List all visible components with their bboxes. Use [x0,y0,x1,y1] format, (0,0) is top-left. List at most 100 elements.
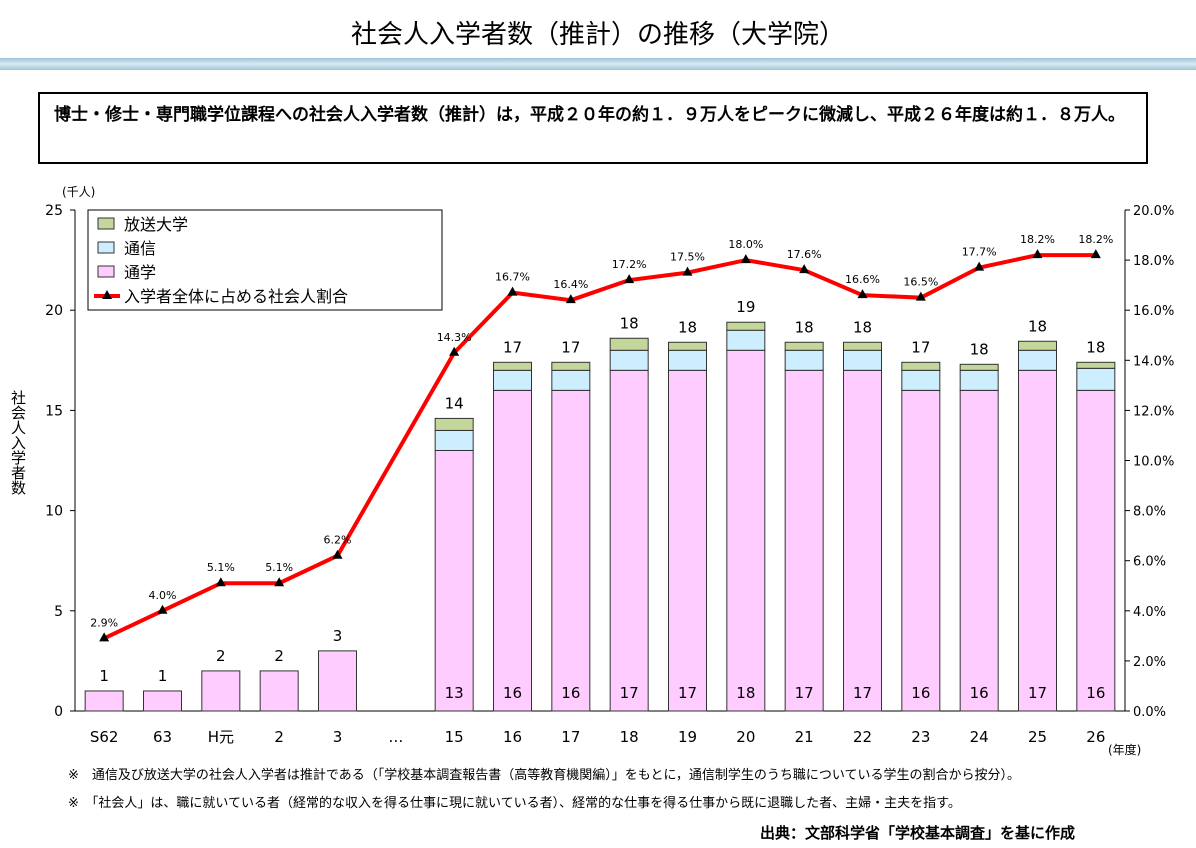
ratio-label: 16.5% [903,276,938,289]
ratio-label: 17.5% [670,251,705,264]
y2-tick-label: 16.0% [1133,304,1174,319]
page-title: 社会人入学者数（推計）の推移（大学院） [350,20,845,50]
bar-放送大学 [668,341,707,351]
x-tick-label: 3 [333,728,343,746]
bar-通学 [201,670,241,712]
x-tick-label: H元 [208,728,234,746]
bar-通信 [726,329,766,351]
x-tick-label: 23 [911,728,930,746]
legend-swatch [97,241,115,254]
ratio-point [1032,249,1043,259]
bar-通学 [668,369,707,712]
y2-tick-label: 14.0% [1133,354,1174,369]
ratio-point [99,632,110,642]
bar-通学 [259,670,299,712]
bar-total-label: 18 [678,318,697,336]
bar-放送大学 [493,361,532,371]
legend-swatch [97,217,115,230]
ratio-point [915,291,926,301]
bar-inner-label: 16 [911,684,930,702]
ratio-label: 18.0% [728,238,763,251]
y-tick-label: 5 [54,604,63,620]
y-axis-label: 社会人入学者数 [9,390,27,495]
ratio-label: 17.6% [787,248,822,261]
bar-total-label: 18 [620,314,639,332]
x-tick-label: 22 [853,728,872,746]
y2-tick-label: 10.0% [1133,455,1174,470]
x-tick-label: 15 [445,728,464,746]
y2-tick-label: 12.0% [1133,404,1174,419]
source-note: 出典：文部科学省「学校基本調査」を基に作成 [760,824,1076,842]
bar-放送大学 [1076,361,1116,369]
bar-inner-label: 16 [561,684,580,702]
ratio-point [274,577,285,587]
bar-通学 [843,369,882,712]
legend-label: 入学者全体に占める社会人割合 [124,287,348,306]
bar-total-label: 18 [1028,317,1047,335]
bar-total-label: 2 [274,647,284,665]
bar-放送大学 [434,417,474,431]
y2-tick-label: 6.0% [1133,555,1166,570]
y-tick-label: 0 [54,704,63,720]
bar-通信 [784,349,824,371]
ratio-label: 16.6% [845,273,880,286]
ratio-line [103,253,1096,641]
ratio-label: 4.0% [149,589,177,602]
bar-inner-label: 13 [445,684,464,702]
bar-放送大学 [959,363,999,371]
bar-total-label: 14 [445,394,464,412]
legend-label: 通学 [124,263,156,282]
x-tick-label: 24 [970,728,989,746]
x-unit-label: (年度) [1108,742,1141,757]
bar-通学 [84,690,124,712]
bar-通信 [668,349,707,371]
y-tick-label: 20 [45,303,63,319]
x-tick-label: … [388,728,403,746]
bar-通学 [318,650,357,712]
bar-通信 [493,369,532,391]
bar-放送大学 [609,337,649,351]
x-tick-label: 26 [1086,728,1105,746]
ratio-label: 17.2% [612,258,647,271]
y-tick-label: 25 [45,203,63,219]
x-tick-label: 25 [1028,728,1047,746]
bar-通学 [551,389,591,712]
x-tick-label: 16 [503,728,522,746]
bar-通学 [609,369,649,712]
ratio-point [565,294,576,304]
bar-total-label: 18 [795,318,814,336]
bar-通学 [784,369,824,712]
footnote-1: ※ 通信及び放送大学の社会人入学者は推計である（「学校基本調査報告書（高等教育機… [68,768,1020,783]
y2-tick-label: 2.0% [1133,655,1166,670]
y-tick-label: 10 [45,504,63,520]
bar-inner-label: 17 [795,684,814,702]
bar-total-label: 2 [216,647,226,665]
bar-inner-label: 17 [853,684,872,702]
legend-label: 放送大学 [124,215,188,234]
bar-total-label: 17 [911,338,930,356]
bar-total-label: 3 [333,627,343,645]
ratio-point [449,346,460,356]
bar-通信 [551,369,591,391]
x-tick-label: 20 [736,728,755,746]
y2-tick-label: 8.0% [1133,505,1166,520]
bar-通学 [434,449,474,712]
ratio-point [974,261,985,271]
y2-tick-label: 4.0% [1133,605,1166,620]
x-tick-label: S62 [90,728,119,746]
ratio-point [507,286,518,296]
ratio-point [1090,249,1101,259]
legend-swatch [97,265,115,278]
legend [87,209,443,311]
bar-放送大学 [784,341,824,351]
y-tick-label: 15 [45,403,63,419]
bar-通学 [901,389,941,712]
ratio-label: 5.1% [207,561,235,574]
bar-通信 [1018,349,1057,371]
bar-放送大学 [726,321,766,331]
bar-通信 [609,349,649,371]
x-tick-label: 2 [274,728,284,746]
bar-total-label: 17 [503,338,522,356]
ratio-point [799,264,810,274]
ratio-label: 18.2% [1020,233,1055,246]
